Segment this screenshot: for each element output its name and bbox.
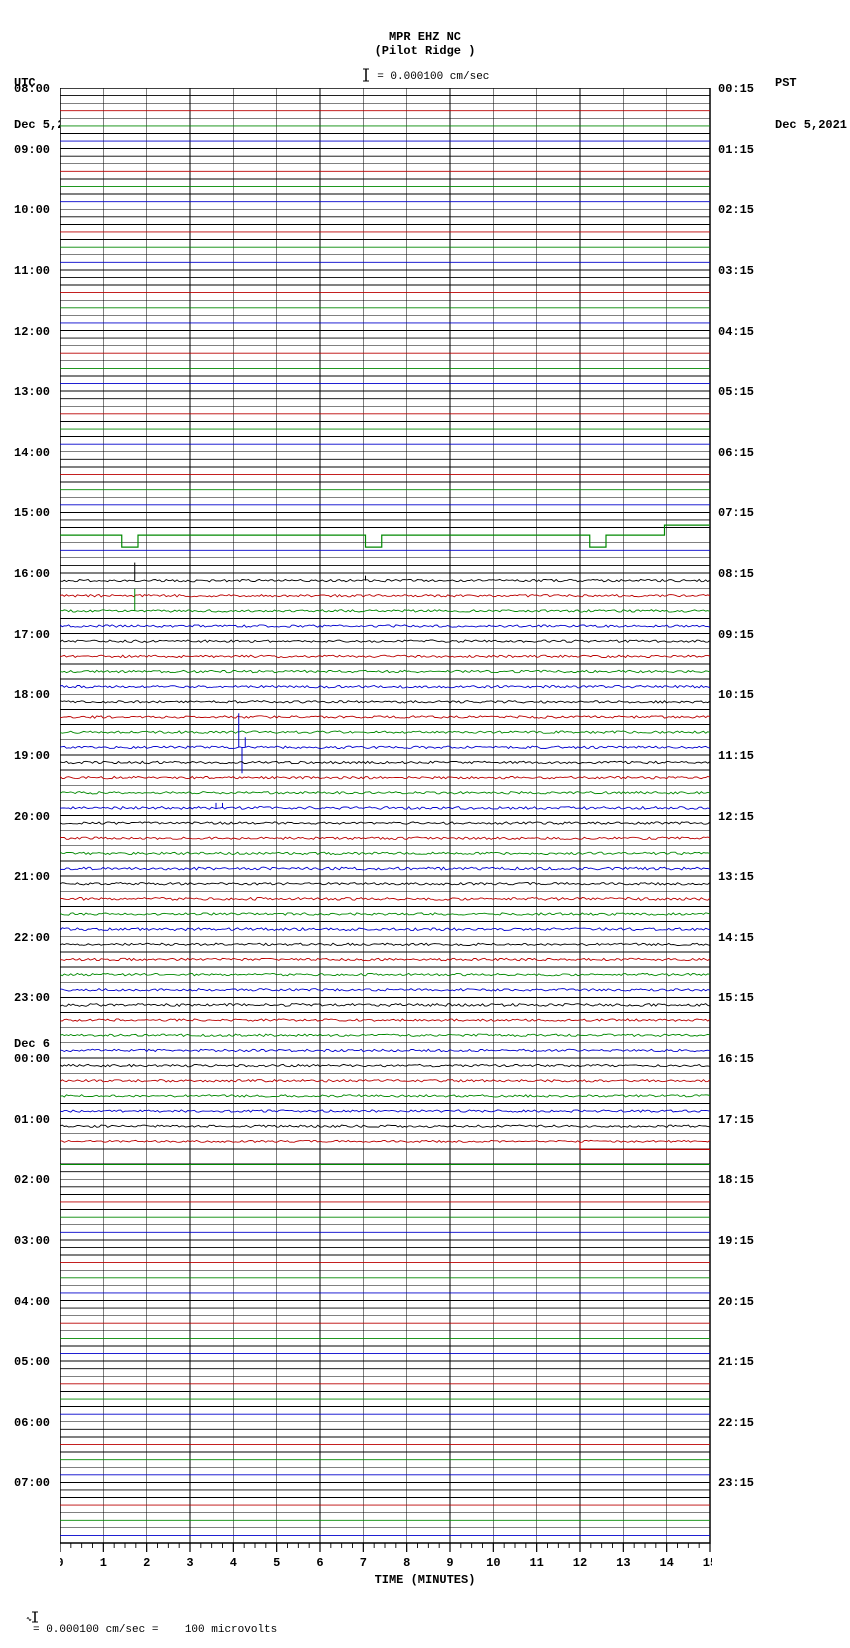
utc-label: 22:00	[14, 931, 50, 945]
pst-label: 23:15	[718, 1476, 754, 1490]
pst-label: 17:15	[718, 1113, 754, 1127]
date-right: Dec 5,2021	[775, 118, 847, 132]
utc-label: 00:00	[14, 1052, 50, 1066]
pst-label: 09:15	[718, 628, 754, 642]
utc-label: 02:00	[14, 1173, 50, 1187]
pst-label: 14:15	[718, 931, 754, 945]
pst-label: 12:15	[718, 810, 754, 824]
utc-label: 05:00	[14, 1355, 50, 1369]
utc-label: 18:00	[14, 688, 50, 702]
svg-text:1: 1	[100, 1556, 107, 1570]
pst-label: 15:15	[718, 991, 754, 1005]
footer-scale-bar-icon	[26, 1610, 40, 1624]
pst-label: 11:15	[718, 749, 754, 763]
pst-label: 16:15	[718, 1052, 754, 1066]
pst-label: 08:15	[718, 567, 754, 581]
utc-label: 23:00	[14, 991, 50, 1005]
pst-label: 02:15	[718, 203, 754, 217]
svg-text:5: 5	[273, 1556, 280, 1570]
pst-label: 20:15	[718, 1295, 754, 1309]
pst-label: 00:15	[718, 82, 754, 96]
svg-text:12: 12	[573, 1556, 587, 1570]
utc-label: 01:00	[14, 1113, 50, 1127]
pst-label: 21:15	[718, 1355, 754, 1369]
title-line2: (Pilot Ridge )	[0, 44, 850, 58]
chart-title: MPR EHZ NC (Pilot Ridge )	[0, 30, 850, 58]
pst-label: 04:15	[718, 325, 754, 339]
utc-label: Dec 6	[14, 1037, 50, 1051]
pst-label: 01:15	[718, 143, 754, 157]
utc-label: 21:00	[14, 870, 50, 884]
footer-text: = 0.000100 cm/sec = 100 microvolts	[26, 1624, 277, 1636]
svg-text:7: 7	[360, 1556, 367, 1570]
svg-text:6: 6	[316, 1556, 323, 1570]
utc-label: 11:00	[14, 264, 50, 278]
scale-bar-icon	[361, 68, 371, 84]
footer-scale: = 0.000100 cm/sec = 100 microvolts	[0, 1598, 277, 1648]
header-right: PST Dec 5,2021	[775, 48, 847, 160]
utc-label: 07:00	[14, 1476, 50, 1490]
svg-text:9: 9	[446, 1556, 453, 1570]
utc-label: 15:00	[14, 506, 50, 520]
scale-text: = 0.000100 cm/sec	[377, 71, 489, 83]
svg-text:10: 10	[486, 1556, 500, 1570]
svg-text:15: 15	[703, 1556, 712, 1570]
utc-label: 13:00	[14, 385, 50, 399]
pst-label: 18:15	[718, 1173, 754, 1187]
helicorder-plot: 0123456789101112131415	[60, 88, 712, 1588]
svg-text:14: 14	[659, 1556, 673, 1570]
pst-label: 22:15	[718, 1416, 754, 1430]
svg-text:2: 2	[143, 1556, 150, 1570]
utc-label: 12:00	[14, 325, 50, 339]
svg-text:0: 0	[60, 1556, 64, 1570]
pst-label: 13:15	[718, 870, 754, 884]
utc-label: 09:00	[14, 143, 50, 157]
utc-label: 19:00	[14, 749, 50, 763]
svg-text:3: 3	[186, 1556, 193, 1570]
pst-label: 10:15	[718, 688, 754, 702]
pst-label: 06:15	[718, 446, 754, 460]
svg-text:8: 8	[403, 1556, 410, 1570]
pst-label: 05:15	[718, 385, 754, 399]
utc-label: 17:00	[14, 628, 50, 642]
utc-label: 08:00	[14, 82, 50, 96]
svg-text:13: 13	[616, 1556, 630, 1570]
pst-label: 19:15	[718, 1234, 754, 1248]
seismogram-page: UTC Dec 5,2021 PST Dec 5,2021 MPR EHZ NC…	[0, 0, 850, 1613]
utc-label: 14:00	[14, 446, 50, 460]
utc-label: 10:00	[14, 203, 50, 217]
svg-text:4: 4	[230, 1556, 237, 1570]
utc-label: 03:00	[14, 1234, 50, 1248]
svg-text:11: 11	[529, 1556, 543, 1570]
utc-label: 20:00	[14, 810, 50, 824]
utc-label: 16:00	[14, 567, 50, 581]
pst-label: 03:15	[718, 264, 754, 278]
xaxis-label: TIME (MINUTES)	[0, 1573, 850, 1587]
utc-label: 06:00	[14, 1416, 50, 1430]
pst-label: 07:15	[718, 506, 754, 520]
utc-label: 04:00	[14, 1295, 50, 1309]
title-line1: MPR EHZ NC	[0, 30, 850, 44]
